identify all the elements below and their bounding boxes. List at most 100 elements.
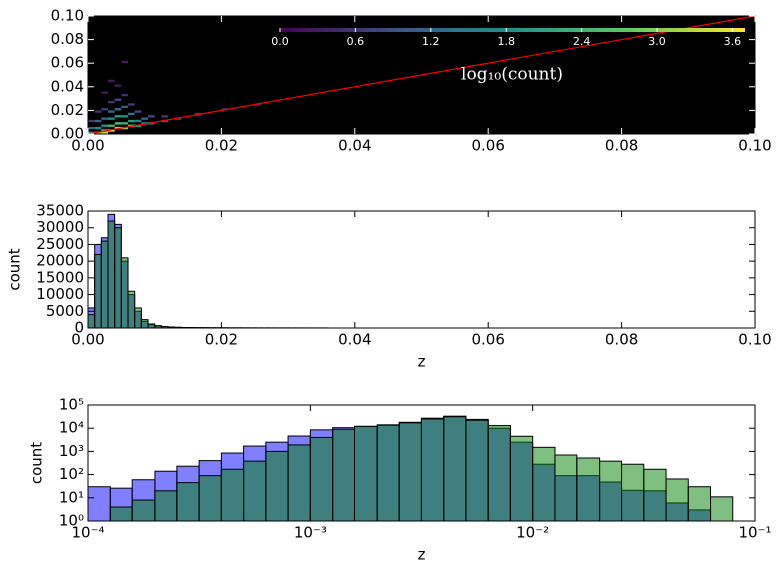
x-tick-label: 10⁻³ — [294, 524, 327, 542]
hist-bar — [376, 424, 400, 521]
y-tick-label: 10000 — [36, 285, 84, 303]
hist-bar — [332, 428, 356, 521]
hist-bar — [576, 457, 601, 521]
axes-frame — [87, 404, 756, 522]
axes-frame — [87, 210, 756, 329]
hist-bar — [88, 486, 111, 521]
heat-cell — [128, 103, 135, 106]
x-tick-label: 0.10 — [738, 331, 771, 349]
colorbar-tick-label: 3.6 — [724, 35, 742, 48]
x-axis-label: z — [418, 353, 426, 371]
y-tick-label: 0.00 — [51, 125, 84, 143]
hist-bar — [487, 425, 511, 521]
y-tick-label: 30000 — [36, 218, 84, 236]
y-tick-label: 10³ — [59, 442, 84, 460]
axes-frame — [87, 15, 756, 135]
heat-cell — [121, 115, 129, 118]
heat-cell — [134, 110, 142, 113]
hist-bar — [621, 463, 645, 521]
heat-cell — [108, 117, 115, 120]
y-tick-label: 10⁵ — [59, 396, 84, 414]
y-tick-label: 5000 — [46, 302, 84, 320]
heat-cell — [121, 93, 129, 97]
hist-bar — [100, 240, 109, 328]
panel: 0.00 0.02 0.04 0.06 0.08 0.100500010000150002… — [6, 202, 772, 371]
hist-bar — [398, 422, 422, 521]
panel: 0.0 0.6 1.2 1.8 2.4 3.0 3.6 log₁₀(count) 0.00 0.0… — [51, 7, 772, 155]
y-tick-label: 10⁰ — [59, 512, 84, 530]
hist-bar — [420, 418, 445, 521]
y-tick-label: 0.04 — [51, 77, 84, 95]
hist-bar — [643, 468, 667, 521]
hist-bar — [198, 475, 222, 521]
heat-cell — [101, 91, 109, 94]
hist-bar — [147, 323, 156, 328]
hist-bar — [265, 450, 289, 521]
heat-cell — [94, 126, 102, 130]
y-tick-label: 35000 — [36, 202, 84, 220]
hist-bar — [131, 499, 156, 521]
x-tick-label: 0.04 — [338, 331, 371, 349]
hist-bar — [154, 490, 178, 521]
heat-cell — [114, 98, 122, 101]
colorbar-tick-label: 0.6 — [347, 35, 365, 48]
heat-cell — [148, 115, 155, 118]
hist-bar — [309, 436, 334, 521]
colorbar-tick-label: 0.0 — [271, 35, 289, 48]
hist-bar — [109, 506, 133, 521]
y-tick-label: 0.10 — [51, 7, 84, 25]
heat-cell — [114, 115, 122, 118]
colorbar-label: log₁₀(count) — [461, 65, 563, 85]
hist-bar — [599, 460, 623, 521]
y-axis-label: count — [28, 442, 46, 484]
fit-line — [88, 16, 755, 134]
heat-cell — [121, 60, 129, 64]
colorbar-tick-label: 3.0 — [648, 35, 666, 48]
hist-bar — [354, 425, 378, 521]
hist-bar — [134, 307, 142, 328]
hist-bar — [243, 460, 267, 521]
colorbar-tick-label: 1.2 — [422, 35, 440, 48]
plot-area — [88, 415, 734, 521]
hist-bar — [554, 454, 578, 521]
colorbar-tick-label: 2.4 — [573, 35, 591, 48]
heat-cell — [134, 119, 142, 123]
heat-cell — [108, 79, 115, 83]
hist-bar — [94, 253, 102, 328]
hist-bar — [120, 257, 129, 328]
heat-cell — [114, 84, 122, 87]
hist-bar — [220, 468, 245, 521]
heat-cell — [101, 124, 109, 127]
heat-cell — [128, 119, 135, 123]
y-tick-label: 25000 — [36, 235, 84, 253]
plot-area — [88, 213, 329, 328]
heat-cell — [114, 108, 122, 111]
x-tick-label: 0.08 — [605, 331, 638, 349]
heat-cell — [121, 122, 129, 125]
heat-cell — [121, 105, 129, 109]
x-tick-label: 10⁻⁴ — [71, 524, 104, 542]
x-tick-label: 0.06 — [471, 137, 504, 155]
x-tick-label: 0.00 — [71, 331, 104, 349]
x-tick-label: 0.06 — [471, 331, 504, 349]
y-tick-label: 0 — [74, 319, 84, 337]
hist-bar — [443, 416, 467, 521]
colorbar-tick-label: 1.8 — [497, 35, 515, 48]
heat-cell — [114, 122, 122, 125]
hist-bar — [710, 496, 734, 521]
x-tick-label: 0.02 — [205, 137, 238, 155]
hist-bar — [465, 419, 489, 521]
x-tick-label: 10⁻² — [516, 524, 549, 542]
hist-bar — [687, 486, 712, 521]
x-tick-label: 0.08 — [605, 137, 638, 155]
heat-cell — [101, 108, 109, 111]
x-tick-label: 0.04 — [338, 137, 371, 155]
y-tick-label: 10⁴ — [59, 419, 84, 437]
heat-cell — [108, 110, 115, 113]
x-tick-label: 0.10 — [738, 137, 771, 155]
y-tick-label: 0.06 — [51, 54, 84, 72]
hist-bar — [287, 444, 311, 521]
panel: 10⁻⁴ 10⁻³ 10⁻² 10⁻¹ 10⁰ 10¹ 10² 10³ 10⁴ 10⁵ z count — [28, 396, 772, 564]
heat-cell — [161, 115, 169, 118]
